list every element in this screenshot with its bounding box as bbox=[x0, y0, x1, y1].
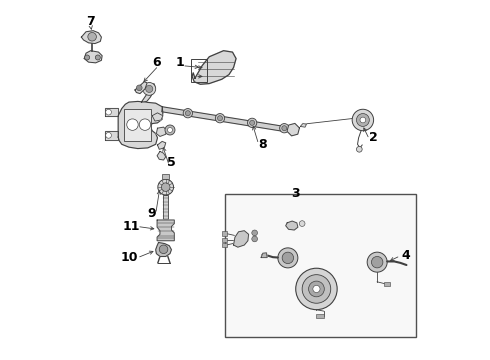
Polygon shape bbox=[162, 107, 295, 133]
Circle shape bbox=[136, 85, 142, 91]
Text: 9: 9 bbox=[147, 207, 156, 220]
Polygon shape bbox=[234, 231, 248, 247]
Circle shape bbox=[85, 55, 90, 60]
Circle shape bbox=[106, 109, 111, 115]
Polygon shape bbox=[135, 82, 147, 94]
Circle shape bbox=[159, 245, 168, 253]
Circle shape bbox=[367, 252, 387, 272]
Bar bbox=[163, 195, 168, 219]
Bar bbox=[225, 194, 416, 337]
Polygon shape bbox=[152, 113, 163, 121]
Circle shape bbox=[161, 183, 170, 192]
Circle shape bbox=[356, 147, 362, 152]
Circle shape bbox=[282, 252, 294, 264]
Bar bbox=[384, 282, 390, 286]
Polygon shape bbox=[118, 102, 163, 149]
Bar bbox=[222, 231, 227, 236]
Circle shape bbox=[247, 118, 257, 127]
Polygon shape bbox=[300, 123, 306, 127]
Circle shape bbox=[168, 127, 172, 132]
Circle shape bbox=[146, 85, 153, 93]
Circle shape bbox=[96, 55, 100, 60]
Polygon shape bbox=[81, 31, 101, 44]
Bar bbox=[162, 174, 169, 179]
Polygon shape bbox=[156, 243, 171, 256]
Circle shape bbox=[309, 281, 324, 297]
Circle shape bbox=[352, 109, 373, 131]
Text: 8: 8 bbox=[258, 138, 267, 151]
Circle shape bbox=[296, 268, 337, 310]
Circle shape bbox=[165, 125, 175, 135]
Polygon shape bbox=[105, 131, 118, 140]
Polygon shape bbox=[157, 152, 166, 160]
Polygon shape bbox=[156, 127, 167, 136]
Bar bbox=[317, 314, 324, 318]
Circle shape bbox=[215, 113, 224, 123]
Circle shape bbox=[218, 116, 222, 121]
Text: 3: 3 bbox=[291, 187, 299, 200]
Bar bbox=[222, 238, 227, 242]
Circle shape bbox=[356, 113, 369, 126]
Circle shape bbox=[185, 111, 190, 116]
Circle shape bbox=[143, 82, 156, 95]
Circle shape bbox=[139, 119, 151, 130]
Text: 6: 6 bbox=[152, 56, 161, 69]
Bar bbox=[191, 59, 207, 82]
Polygon shape bbox=[261, 253, 267, 257]
Text: 1: 1 bbox=[175, 56, 184, 69]
Circle shape bbox=[302, 275, 331, 303]
Circle shape bbox=[282, 126, 287, 131]
Circle shape bbox=[360, 117, 366, 123]
Text: 2: 2 bbox=[368, 131, 377, 144]
Circle shape bbox=[106, 132, 111, 138]
Circle shape bbox=[371, 256, 383, 268]
Polygon shape bbox=[105, 108, 118, 116]
Circle shape bbox=[88, 32, 97, 41]
Text: 5: 5 bbox=[168, 156, 176, 169]
Bar bbox=[124, 109, 151, 141]
Circle shape bbox=[280, 123, 289, 133]
Polygon shape bbox=[192, 51, 236, 84]
Polygon shape bbox=[286, 221, 298, 230]
Circle shape bbox=[313, 285, 320, 293]
Circle shape bbox=[252, 230, 258, 236]
Polygon shape bbox=[142, 84, 155, 102]
Text: 4: 4 bbox=[401, 248, 410, 261]
Circle shape bbox=[252, 236, 258, 242]
Text: 11: 11 bbox=[122, 220, 140, 233]
Polygon shape bbox=[157, 220, 174, 241]
Circle shape bbox=[183, 109, 193, 118]
Circle shape bbox=[299, 221, 305, 226]
Bar bbox=[222, 243, 227, 247]
Text: 10: 10 bbox=[120, 251, 138, 264]
Polygon shape bbox=[287, 123, 299, 136]
Polygon shape bbox=[84, 51, 102, 63]
Polygon shape bbox=[157, 141, 166, 149]
Text: 7: 7 bbox=[86, 14, 95, 27]
Circle shape bbox=[158, 179, 173, 195]
Circle shape bbox=[127, 119, 138, 130]
Circle shape bbox=[249, 120, 255, 125]
Circle shape bbox=[278, 248, 298, 268]
